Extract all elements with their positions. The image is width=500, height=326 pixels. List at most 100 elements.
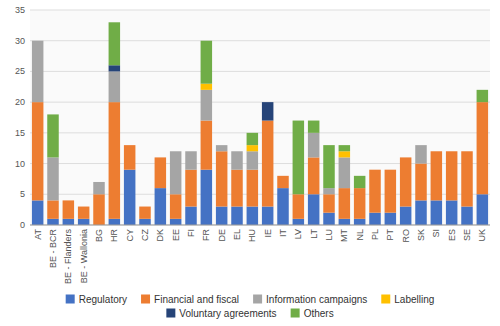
bar-segment <box>231 151 243 152</box>
bar-segment <box>415 145 427 163</box>
bar-segment <box>277 176 289 188</box>
bar-segment <box>201 121 213 170</box>
bar-segment <box>201 41 213 84</box>
bar-segment <box>446 151 458 152</box>
legend-swatch <box>381 295 390 304</box>
y-tick-label: 30 <box>15 36 25 46</box>
legend-item: Regulatory <box>66 294 127 305</box>
bar-segment <box>170 219 182 225</box>
bar-segment <box>277 188 289 225</box>
bar-segment <box>124 145 135 146</box>
bar-segment <box>247 207 258 225</box>
bar-segment <box>323 213 335 225</box>
x-tick-label: FI <box>186 229 196 237</box>
bar-segment <box>431 151 443 152</box>
bar-segment <box>339 157 351 188</box>
bar-segment <box>477 194 489 225</box>
x-tick-label: AT <box>33 228 43 239</box>
bar-segment <box>63 219 74 225</box>
bar-segment <box>277 175 289 176</box>
x-tick-label: LV <box>293 229 303 239</box>
bar-segment <box>446 151 458 152</box>
x-tick-label: HU <box>247 229 257 242</box>
bar-segment <box>415 145 427 146</box>
x-tick-label: DE <box>217 229 227 242</box>
bar-segment <box>385 213 397 225</box>
bar-segment <box>400 157 412 206</box>
bar-segment <box>93 182 105 194</box>
grid-line <box>30 224 490 225</box>
legend-swatch <box>66 295 75 304</box>
bar-segment <box>185 151 197 152</box>
bar-segment <box>185 151 197 152</box>
x-tick-label: CY <box>125 229 135 242</box>
y-tick-label: 5 <box>20 189 25 199</box>
bar-segment <box>247 170 258 207</box>
bar-segment <box>216 145 228 146</box>
bar-segment <box>277 175 289 176</box>
bar-segment <box>461 151 473 152</box>
bar-segment <box>32 40 43 41</box>
x-tick-label: LT <box>309 228 319 238</box>
bar-segment <box>78 206 90 207</box>
bar-segment <box>446 151 458 152</box>
bar-segment <box>323 188 335 194</box>
bar-segment <box>170 151 182 152</box>
bar-segment <box>293 219 305 225</box>
bar-segment <box>446 151 458 152</box>
bar-segment <box>185 151 197 169</box>
y-tick-label: 20 <box>15 97 25 107</box>
bar-segment <box>93 181 105 182</box>
x-tick-label: UK <box>477 229 487 242</box>
chart: RegulatoryFinancial and fiscalInformatio… <box>0 0 500 326</box>
bar-segment <box>216 145 228 151</box>
bar-segment <box>400 157 412 158</box>
bar-segment <box>385 169 397 170</box>
bar-segment <box>185 207 197 225</box>
grid-line <box>30 102 490 103</box>
bar-segment <box>431 151 443 152</box>
bar-segment <box>369 169 381 170</box>
bar-segment <box>93 181 105 182</box>
bar-segment <box>385 169 397 170</box>
bar-segment <box>461 151 473 152</box>
bar-segment <box>109 219 121 225</box>
bar-segment <box>431 151 443 152</box>
bar-segment <box>400 157 412 158</box>
bar-segment <box>63 200 74 201</box>
bar-segment <box>78 207 90 219</box>
series <box>32 102 488 225</box>
bar-segment <box>262 102 274 120</box>
bar-segment <box>262 102 274 103</box>
bar-segment <box>32 200 43 225</box>
bar-segment <box>124 145 135 170</box>
bar-segment <box>170 151 182 152</box>
bar-segment <box>431 200 443 225</box>
bar-segment <box>231 151 243 169</box>
bar-segment <box>124 145 135 146</box>
x-tick-label: LU <box>324 229 334 241</box>
bar-segment <box>293 121 305 195</box>
bar-segment <box>369 170 381 213</box>
series <box>47 22 488 194</box>
bar-segment <box>32 40 43 41</box>
y-tick-label: 25 <box>15 66 25 76</box>
legend: RegulatoryFinancial and fiscalInformatio… <box>66 294 435 319</box>
bar-segment <box>124 145 135 146</box>
bar-segment <box>461 151 473 152</box>
y-tick-label: 15 <box>15 128 25 138</box>
bar-segment <box>63 200 74 218</box>
bar-segment <box>339 219 351 225</box>
legend-item: Voluntary agreements <box>166 308 276 319</box>
bar-segment <box>231 151 243 152</box>
bar-segment <box>124 170 135 225</box>
x-tick-label: BE - BCR <box>48 228 58 268</box>
bar-segment <box>201 90 213 121</box>
bar-segment <box>277 175 289 176</box>
x-tick-label: NL <box>355 229 365 241</box>
bar-segment <box>63 200 74 201</box>
bar-segment <box>415 145 427 146</box>
bar-segment <box>47 157 59 200</box>
bar-segment <box>32 41 43 102</box>
x-axis-line <box>30 224 490 225</box>
